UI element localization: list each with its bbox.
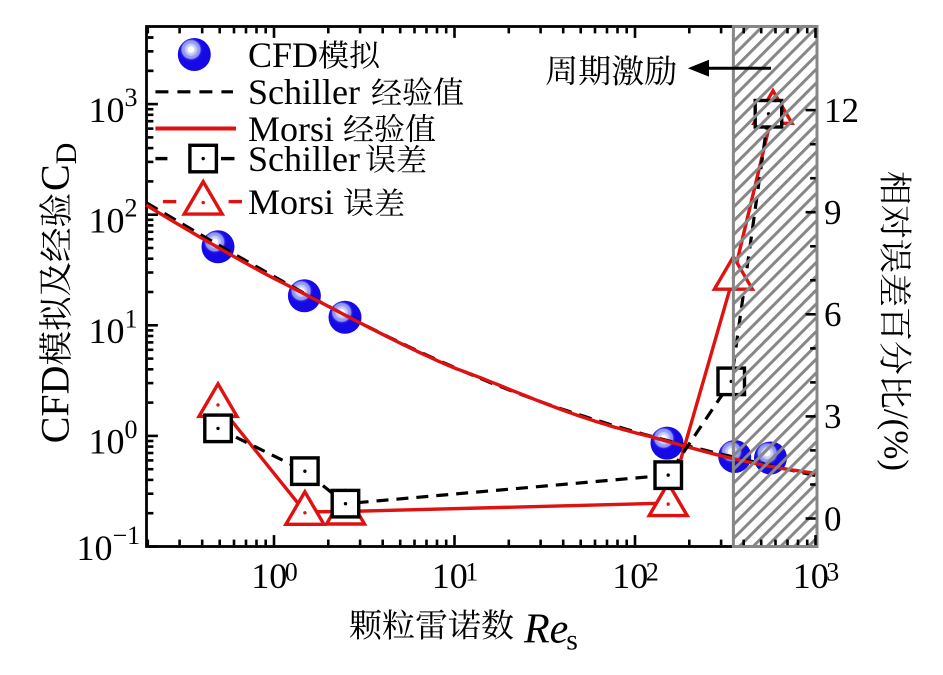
svg-text:Morsi: Morsi <box>248 109 334 149</box>
svg-text:10: 10 <box>89 422 125 462</box>
svg-text:CFD: CFD <box>33 365 78 443</box>
svg-text:10: 10 <box>77 528 113 568</box>
svg-text:10: 10 <box>89 201 125 241</box>
svg-text:C: C <box>33 164 78 191</box>
svg-text:10: 10 <box>612 556 648 596</box>
svg-text:1: 1 <box>125 304 138 333</box>
svg-text:Schiller: Schiller <box>248 139 360 179</box>
svg-text:D: D <box>50 143 83 165</box>
svg-text:3: 3 <box>125 83 138 112</box>
svg-text:3: 3 <box>824 397 842 436</box>
svg-text:/(%): /(%) <box>877 409 916 471</box>
svg-text:0: 0 <box>125 415 138 444</box>
svg-text:s: s <box>566 624 578 657</box>
svg-text:10: 10 <box>251 556 287 596</box>
svg-text:10: 10 <box>89 90 125 130</box>
svg-text:2: 2 <box>125 194 138 223</box>
svg-text:0: 0 <box>285 558 298 587</box>
svg-text:3: 3 <box>826 558 839 587</box>
svg-text:10: 10 <box>89 311 125 351</box>
svg-text:0: 0 <box>824 499 842 538</box>
svg-text:1: 1 <box>465 558 478 587</box>
svg-text:CFD: CFD <box>248 35 318 75</box>
svg-text:10: 10 <box>793 556 829 596</box>
svg-text:Schiller: Schiller <box>248 72 360 112</box>
svg-text:Morsi: Morsi <box>248 182 334 222</box>
svg-text:10: 10 <box>432 556 468 596</box>
svg-text:2: 2 <box>646 558 659 587</box>
svg-text:Re: Re <box>523 607 568 653</box>
svg-text:−1: −1 <box>113 521 141 550</box>
svg-text:6: 6 <box>824 295 842 334</box>
svg-text:9: 9 <box>824 193 842 232</box>
svg-text:12: 12 <box>824 91 859 130</box>
